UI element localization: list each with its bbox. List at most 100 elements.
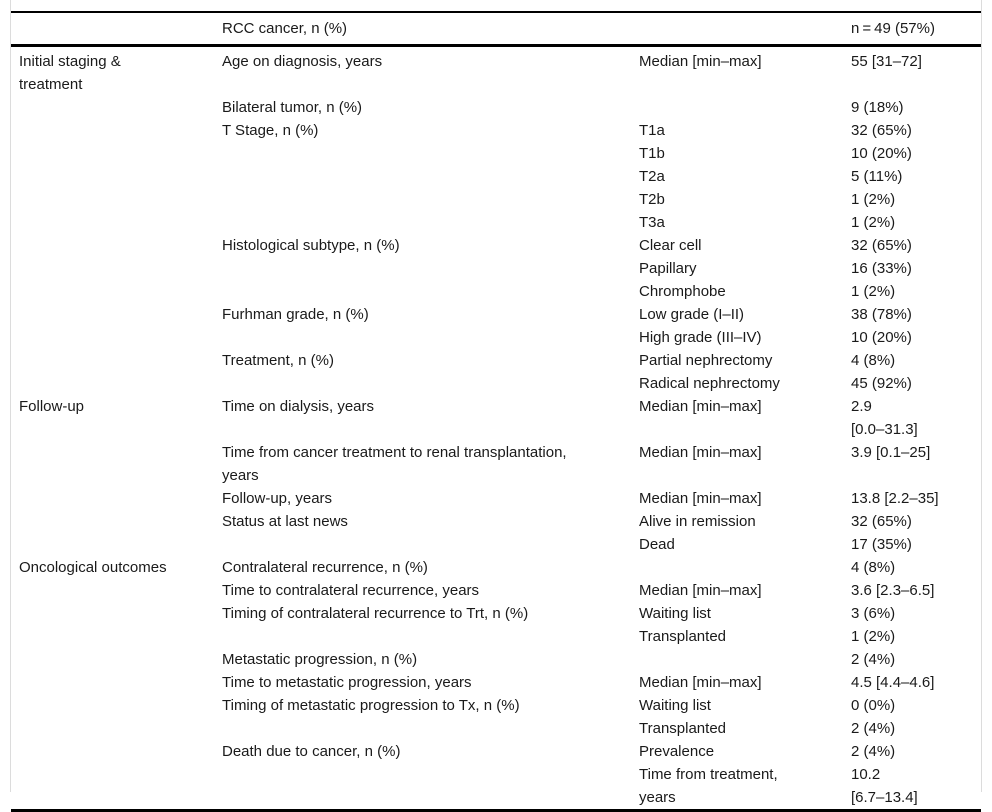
sublabel-cell: Transplanted xyxy=(639,720,726,737)
table-row: Death due to cancer, n (%) Prevalence 2 (4… xyxy=(11,740,981,763)
sublabel-cell: Median [min–max] xyxy=(639,674,762,691)
sublabel-cell: High grade (III–IV) xyxy=(639,329,762,346)
table-row: Furhman grade, n (%) Low grade (I–II) 38 (… xyxy=(11,303,981,326)
sublabel-cell: Median [min–max] xyxy=(639,398,762,415)
sublabel-cell: T3a xyxy=(639,214,665,231)
section-cell xyxy=(11,579,222,602)
section-cell xyxy=(11,372,222,395)
table-row: Time to contralateral recurrence, years M… xyxy=(11,579,981,602)
sublabel-cell xyxy=(639,96,851,119)
label-cell xyxy=(222,763,639,811)
label-cell: Timing of metastatic progression to Tx, … xyxy=(222,697,520,714)
table-row: Histological subtype, n (%) Clear cell 32 … xyxy=(11,234,981,257)
section-cell xyxy=(11,717,222,740)
value-cell: 38 (78%) xyxy=(851,306,912,323)
value-cell: 55 [31–72] xyxy=(851,53,922,70)
table-row: Radical nephrectomy 45 (92%) xyxy=(11,372,981,395)
value-cell: 2 (4%) xyxy=(851,743,896,760)
value-cell: 1 (2%) xyxy=(851,628,896,645)
value-cell: 3.9 [0.1–25] xyxy=(851,444,931,461)
label-cell xyxy=(222,625,639,648)
table-row: T Stage, n (%) T1a 32 (65%) xyxy=(11,119,981,142)
value-cell: 10 (20%) xyxy=(851,329,912,346)
sublabel-cell: Waiting list xyxy=(639,605,711,622)
label-cell: Age on diagnosis, years xyxy=(222,53,383,70)
header-section-cell xyxy=(11,12,222,47)
section-cell xyxy=(11,625,222,648)
label-cell: Time to metastatic progression, years xyxy=(222,674,472,691)
rcc-characteristics-table: RCC cancer, n (%) n = 49 (57%) Initial s… xyxy=(11,11,981,812)
label-cell: Treatment, n (%) xyxy=(222,352,334,369)
table-row: Chromphobe 1 (2%) xyxy=(11,280,981,303)
table-row: Treatment, n (%) Partial nephrectomy 4 (8%… xyxy=(11,349,981,372)
value-cell: 5 (11%) xyxy=(851,168,903,185)
table-row: High grade (III–IV) 10 (20%) xyxy=(11,326,981,349)
value-cell: 16 (33%) xyxy=(851,260,912,277)
section-cell xyxy=(11,234,222,257)
value-cell: 4 (8%) xyxy=(851,559,896,576)
section-cell xyxy=(11,326,222,349)
sublabel-cell: Median [min–max] xyxy=(639,490,762,507)
sublabel-cell: Chromphobe xyxy=(639,283,726,300)
section-cell: Follow-up xyxy=(19,398,85,415)
label-cell xyxy=(222,165,639,188)
table-row: T1b 10 (20%) xyxy=(11,142,981,165)
section-cell xyxy=(11,280,222,303)
table-row: Initial staging & treatment Age on diagno… xyxy=(11,46,981,97)
section-cell xyxy=(11,533,222,556)
value-cell: 45 (92%) xyxy=(851,375,912,392)
value-cell: 0 (0%) xyxy=(851,697,896,714)
sublabel-cell: T1b xyxy=(639,145,665,162)
sublabel-cell: Low grade (I–II) xyxy=(639,306,745,323)
table-row: Metastatic progression, n (%) 2 (4%) xyxy=(11,648,981,671)
table-row: Papillary 16 (33%) xyxy=(11,257,981,280)
header-n-cell: n = 49 (57%) xyxy=(851,12,981,47)
table-row: T2b 1 (2%) xyxy=(11,188,981,211)
value-cell: 3 (6%) xyxy=(851,605,896,622)
label-cell: T Stage, n (%) xyxy=(222,122,319,139)
table-row: Time to metastatic progression, years Med… xyxy=(11,671,981,694)
value-cell: 2.9 [0.0–31.3] xyxy=(851,398,918,438)
table-header: RCC cancer, n (%) n = 49 (57%) xyxy=(11,12,981,47)
sublabel-cell: T2b xyxy=(639,191,665,208)
table-row: Bilateral tumor, n (%) 9 (18%) xyxy=(11,96,981,119)
table-row: Timing of metastatic progression to Tx, … xyxy=(11,694,981,717)
value-cell: 1 (2%) xyxy=(851,191,896,208)
page-frame: RCC cancer, n (%) n = 49 (57%) Initial s… xyxy=(10,0,982,812)
value-cell: 32 (65%) xyxy=(851,237,912,254)
sublabel-cell xyxy=(639,648,851,671)
value-cell: 9 (18%) xyxy=(851,99,904,116)
label-cell: Time to contralateral recurrence, years xyxy=(222,582,480,599)
label-cell: Timing of contralateral recurrence to Tr… xyxy=(222,605,529,622)
section-cell xyxy=(11,119,222,142)
section-cell xyxy=(11,303,222,326)
section-cell xyxy=(11,487,222,510)
section-cell xyxy=(11,349,222,372)
table-row: Follow-up, years Median [min–max] 13.8 [2.… xyxy=(11,487,981,510)
label-cell xyxy=(222,717,639,740)
value-cell: 4 (8%) xyxy=(851,352,896,369)
label-cell xyxy=(222,372,639,395)
sublabel-cell: Alive in remission xyxy=(639,513,756,530)
section-cell xyxy=(11,740,222,763)
value-cell: 3.6 [2.3–6.5] xyxy=(851,582,935,599)
value-cell: 13.8 [2.2–35] xyxy=(851,490,939,507)
section-cell xyxy=(11,671,222,694)
value-cell: 4.5 [4.4–4.6] xyxy=(851,674,935,691)
section-cell xyxy=(11,257,222,280)
value-cell: 32 (65%) xyxy=(851,513,912,530)
sublabel-cell: Clear cell xyxy=(639,237,702,254)
header-sub-cell xyxy=(639,12,851,47)
section-cell xyxy=(11,763,222,811)
value-cell: 2 (4%) xyxy=(851,720,896,737)
sublabel-cell: Partial nephrectomy xyxy=(639,352,773,369)
label-cell: Death due to cancer, n (%) xyxy=(222,743,401,760)
value-cell: 17 (35%) xyxy=(851,536,912,553)
table-row: Time from cancer treatment to renal tran… xyxy=(11,441,981,487)
label-cell xyxy=(222,326,639,349)
table-row: T3a 1 (2%) xyxy=(11,211,981,234)
label-cell: Furhman grade, n (%) xyxy=(222,306,369,323)
table-row: Timing of contralateral recurrence to Tr… xyxy=(11,602,981,625)
label-cell: Bilateral tumor, n (%) xyxy=(222,99,363,116)
section-cell xyxy=(11,96,222,119)
